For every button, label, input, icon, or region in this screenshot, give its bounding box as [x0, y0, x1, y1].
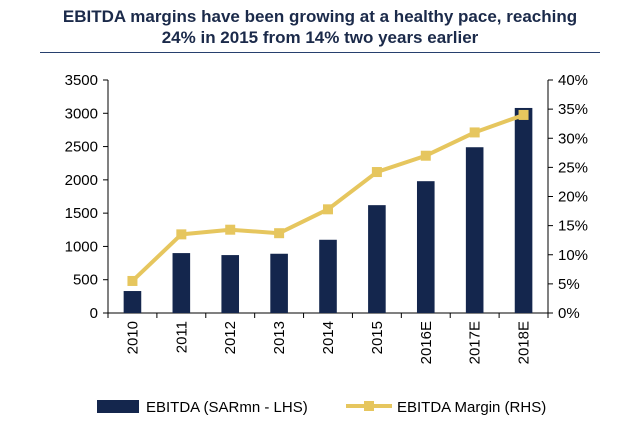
y-left-tick-label: 1500 — [65, 205, 98, 222]
y-left-tick-label: 0 — [90, 305, 98, 322]
y-right-tick-label: 40% — [558, 72, 588, 89]
line-point — [518, 109, 529, 120]
bar — [172, 253, 191, 313]
y-right-tick-label: 25% — [558, 159, 588, 176]
bar — [368, 205, 386, 313]
x-tick-label: 2016E — [418, 321, 435, 364]
legend-swatch-marker — [364, 401, 374, 411]
x-tick-label: 2011 — [173, 321, 190, 353]
bar — [123, 291, 142, 313]
x-tick-label: 2013 — [271, 321, 288, 354]
bar — [270, 253, 288, 313]
axis-labels: 0 500 1000 1500 2000 2500 3000 3500 0% 5% 10% 15% 20… — [65, 72, 588, 364]
x-tick-label: 2010 — [124, 321, 141, 354]
line-point — [225, 224, 236, 235]
line-point — [371, 167, 382, 178]
bar — [319, 239, 337, 313]
y-left-tick-label: 2500 — [65, 139, 98, 156]
legend: EBITDA (SARmn - LHS) EBITDA Margin (RHS) — [97, 399, 546, 416]
y-right-tick-label: 15% — [558, 218, 588, 235]
y-left-tick-label: 2000 — [65, 172, 98, 189]
chart-title-line-2: 24% in 2015 from 14% two years earlier — [161, 28, 479, 47]
y-left-tick-label: 500 — [73, 272, 98, 289]
y-right-tick-label: 35% — [558, 101, 588, 118]
line-point — [176, 229, 187, 240]
bar — [221, 255, 240, 313]
bar — [465, 147, 484, 313]
y-left-tick-label: 3500 — [65, 72, 98, 89]
x-tick-label: 2018E — [516, 321, 533, 364]
legend-swatch-bar — [97, 400, 139, 413]
y-right-tick-label: 0% — [558, 305, 580, 322]
y-right-tick-label: 20% — [558, 189, 588, 206]
legend-label-line: EBITDA Margin (RHS) — [397, 399, 546, 416]
chart-title: EBITDA margins have been growing at a he… — [0, 6, 640, 48]
x-tick-label: 2014 — [320, 321, 337, 354]
y-left-tick-label: 1000 — [65, 238, 98, 255]
bar — [416, 181, 435, 313]
y-left-tick-label: 3000 — [65, 105, 98, 122]
y-right-tick-label: 30% — [558, 130, 588, 147]
line-point — [420, 150, 431, 161]
x-tick-label: 2012 — [222, 321, 239, 354]
x-tick-label: 2015 — [369, 321, 386, 354]
y-right-tick-label: 5% — [558, 276, 580, 293]
legend-label-bar: EBITDA (SARmn - LHS) — [146, 399, 308, 416]
chart-title-line-1: EBITDA margins have been growing at a he… — [62, 7, 578, 26]
x-tick-label: 2017E — [467, 321, 484, 364]
title-divider — [40, 52, 600, 53]
line-point — [323, 204, 333, 215]
bar — [514, 107, 533, 314]
bar-series — [123, 107, 533, 314]
line-point — [274, 228, 285, 239]
y-right-tick-label: 10% — [558, 247, 588, 264]
line-series — [127, 109, 529, 286]
line-point — [469, 127, 480, 138]
line-point — [127, 275, 138, 286]
